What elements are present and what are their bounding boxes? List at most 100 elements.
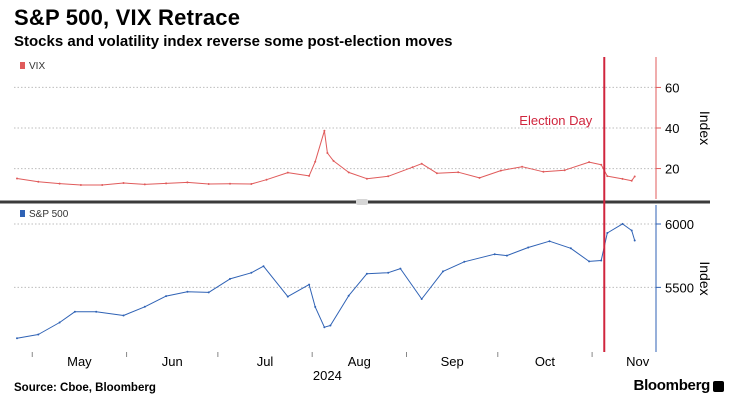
- spx-data-point: [633, 239, 636, 242]
- vix-data-point: [122, 182, 125, 184]
- spx-data-point: [229, 277, 231, 280]
- vix-data-point: [606, 175, 609, 178]
- spx-data-point: [58, 321, 61, 324]
- spx-data-point: [122, 314, 125, 317]
- vix-data-point: [563, 169, 566, 172]
- spx-data-point: [250, 271, 253, 274]
- x-tick-label: Oct: [535, 354, 556, 369]
- vix-points: [16, 129, 636, 186]
- vix-data-point: [478, 176, 481, 179]
- spx-ytick-label: 5500: [665, 280, 694, 295]
- vix-data-point: [101, 184, 104, 186]
- vix-data-point: [79, 184, 82, 186]
- spx-data-point: [347, 294, 350, 297]
- x-axis-year-label: 2024: [313, 368, 342, 383]
- spx-data-point: [37, 333, 40, 336]
- vix-data-point: [265, 178, 268, 181]
- spx-data-point: [323, 326, 326, 329]
- spx-data-point: [442, 270, 444, 273]
- spx-data-point: [308, 283, 311, 286]
- spx-legend-swatch: [20, 210, 25, 217]
- vix-data-point: [499, 169, 502, 172]
- vix-data-point: [332, 159, 335, 162]
- spx-data-point: [588, 260, 591, 263]
- chart-title: S&P 500, VIX Retrace: [14, 5, 241, 30]
- spx-data-point: [329, 324, 332, 327]
- spx-data-point: [621, 222, 624, 225]
- x-tick-label: Sep: [441, 354, 464, 369]
- spx-data-point: [262, 265, 265, 268]
- spx-data-point: [95, 310, 98, 313]
- vix-data-point: [165, 182, 168, 185]
- spx-data-point: [420, 298, 423, 300]
- vix-ytick-label: 40: [665, 121, 679, 136]
- bloomberg-logo-icon: [713, 381, 724, 392]
- spx-data-point: [143, 305, 146, 308]
- spx-data-point: [207, 291, 210, 294]
- x-tick-label: May: [67, 354, 92, 369]
- vix-legend-label: VIX: [29, 61, 45, 72]
- spx-data-point: [186, 290, 189, 293]
- vix-axis-label: Index: [697, 111, 713, 145]
- vix-data-point: [621, 177, 624, 180]
- spx-data-point: [314, 305, 317, 308]
- vix-data-point: [387, 175, 390, 178]
- spx-data-point: [387, 271, 390, 274]
- x-tick-label: Jul: [257, 354, 274, 369]
- spx-legend-label: S&P 500: [29, 209, 69, 220]
- vix-data-point: [347, 171, 350, 174]
- vix-data-point: [16, 177, 18, 180]
- vix-data-point: [411, 166, 414, 169]
- spx-data-point: [165, 295, 168, 298]
- x-tick-label: Jun: [162, 354, 183, 369]
- spx-points: [16, 222, 636, 340]
- spx-data-point: [606, 232, 609, 234]
- vix-data-point: [542, 170, 545, 173]
- spx-series-line: [16, 223, 636, 339]
- vix-legend-swatch: [20, 62, 25, 69]
- spx-data-point: [365, 272, 368, 275]
- vix-data-point: [600, 163, 603, 166]
- vix-data-point: [457, 171, 460, 174]
- spx-data-point: [463, 260, 466, 263]
- vix-ytick-label: 20: [665, 162, 679, 177]
- vix-ytick-label: 60: [665, 80, 679, 95]
- vix-data-point: [58, 182, 61, 185]
- chart-subtitle: Stocks and volatility index reverse some…: [14, 33, 453, 50]
- spx-data-point: [493, 253, 496, 256]
- panel-resize-handle: [356, 199, 368, 205]
- vix-data-point: [630, 179, 633, 182]
- spx-ytick-label: 6000: [665, 217, 694, 232]
- source-note: Source: Cboe, Bloomberg: [14, 382, 156, 394]
- vix-data-point: [314, 160, 317, 163]
- bloomberg-logo: Bloomberg: [633, 377, 711, 394]
- spx-axis-label: Index: [697, 261, 713, 295]
- vix-data-point: [308, 174, 311, 177]
- spx-data-point: [399, 267, 402, 270]
- spx-data-point: [16, 337, 18, 340]
- spx-data-point: [569, 247, 572, 250]
- spx-data-point: [505, 254, 508, 257]
- vix-data-point: [323, 129, 326, 132]
- spx-data-point: [73, 310, 76, 313]
- spx-data-point: [527, 246, 530, 249]
- spx-data-point: [630, 229, 633, 232]
- vix-data-point: [250, 183, 253, 185]
- vix-data-point: [286, 171, 289, 174]
- vix-data-point: [521, 165, 524, 168]
- vix-data-point: [588, 161, 591, 164]
- vix-data-point: [207, 183, 210, 185]
- x-tick-label: Aug: [348, 354, 371, 369]
- spx-data-point: [600, 259, 603, 262]
- x-tick-label: Nov: [626, 354, 650, 369]
- vix-data-point: [633, 175, 636, 178]
- vix-data-point: [37, 180, 40, 183]
- vix-data-point: [143, 183, 146, 186]
- vix-data-point: [229, 182, 231, 185]
- vix-data-point: [435, 172, 438, 175]
- spx-data-point: [548, 240, 551, 243]
- vix-data-point: [365, 177, 368, 180]
- spx-data-point: [286, 295, 289, 298]
- vix-series-line: [16, 130, 636, 186]
